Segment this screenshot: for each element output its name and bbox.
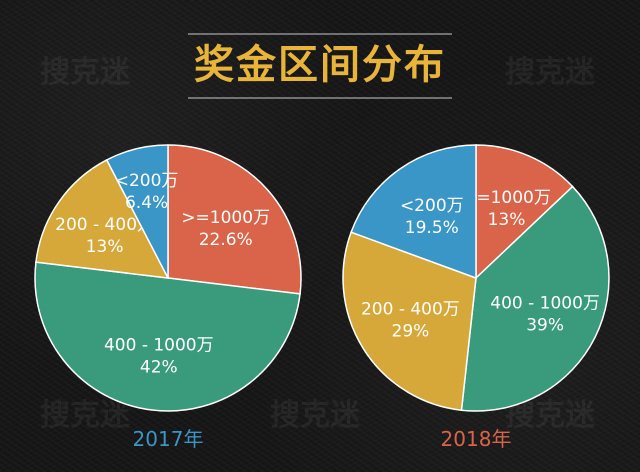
- slice-percent: 39%: [526, 315, 564, 335]
- slice-name: >=1000万: [462, 188, 551, 208]
- pie-chart-2017: >=1000万 22.6%400 - 1000万 42%200 - 400万 13%<…: [34, 144, 302, 412]
- slice-percent: 6.4%: [125, 193, 168, 213]
- pie-chart-2018: >=1000万 13% 400 - 1000万 39% 200 - 400万 29% <20…: [342, 144, 610, 412]
- slice-label-2018-3: <200万 19.5%: [400, 196, 464, 238]
- watermark-text: 搜克迷: [505, 55, 596, 90]
- slice-name: 200 - 400万: [55, 215, 154, 235]
- slice-name: >=1000万: [181, 208, 270, 228]
- year-label-2018: 2018年: [441, 427, 512, 451]
- slice-percent: 29%: [392, 322, 430, 342]
- slice-label-2017-0: >=1000万 22.6%: [181, 208, 270, 250]
- pie-slice-2018-2: [342, 231, 477, 412]
- pie-slice-2017-0: [167, 144, 302, 295]
- pie-slice-2018-0: [475, 144, 574, 280]
- watermarks: 搜克迷 搜克迷 搜克迷 搜克迷 搜克迷: [40, 55, 596, 433]
- slice-label-2017-2: 200 - 400万 13%: [55, 215, 154, 257]
- slice-name: <200万: [115, 171, 179, 191]
- slice-percent: 13%: [488, 210, 526, 230]
- watermark-text: 搜克迷: [40, 398, 131, 433]
- slice-percent: 22.6%: [199, 230, 253, 250]
- slice-label-2017-1: 400 - 1000万 42%: [104, 336, 214, 378]
- slice-label-2018-1: 400 - 1000万 39%: [490, 293, 600, 335]
- slice-label-2017-3: <200万 6.4%: [115, 171, 179, 213]
- watermark-text: 搜克迷: [40, 55, 131, 90]
- page-title: 奖金区间分布: [194, 42, 446, 88]
- pie-slice-2017-2: [35, 158, 170, 279]
- slice-percent: 19.5%: [405, 218, 459, 238]
- slice-percent: 42%: [140, 358, 178, 378]
- slice-percent: 13%: [86, 237, 124, 257]
- title-block: 奖金区间分布: [188, 33, 452, 99]
- slice-name: 400 - 1000万: [104, 336, 214, 356]
- watermark-text: 搜克迷: [270, 398, 361, 433]
- pie-slice-2018-3: [350, 144, 477, 280]
- slice-label-2018-2: 200 - 400万 29%: [361, 300, 460, 342]
- slice-name: <200万: [400, 196, 464, 216]
- pie-slice-2017-3: [105, 144, 169, 279]
- slice-name: 200 - 400万: [361, 300, 460, 320]
- slice-name: 400 - 1000万: [490, 293, 600, 313]
- year-label-2017: 2017年: [133, 427, 204, 451]
- pie-slice-2017-1: [34, 261, 301, 412]
- slice-label-2018-0: >=1000万 13%: [462, 188, 551, 230]
- pie-slice-2018-1: [460, 185, 610, 412]
